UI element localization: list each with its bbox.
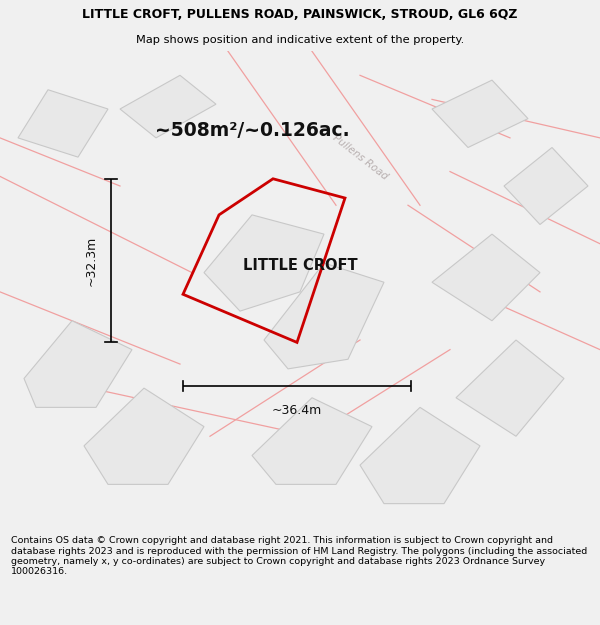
Polygon shape	[264, 263, 384, 369]
Text: ~36.4m: ~36.4m	[272, 404, 322, 417]
Polygon shape	[18, 90, 108, 157]
Text: Pullens Road: Pullens Road	[331, 132, 389, 182]
Polygon shape	[252, 398, 372, 484]
Polygon shape	[360, 408, 480, 504]
Text: ~32.3m: ~32.3m	[85, 236, 98, 286]
Text: LITTLE CROFT, PULLENS ROAD, PAINSWICK, STROUD, GL6 6QZ: LITTLE CROFT, PULLENS ROAD, PAINSWICK, S…	[82, 8, 518, 21]
Polygon shape	[456, 340, 564, 436]
Text: Map shows position and indicative extent of the property.: Map shows position and indicative extent…	[136, 35, 464, 45]
Polygon shape	[204, 215, 324, 311]
Text: LITTLE CROFT: LITTLE CROFT	[242, 258, 358, 273]
Polygon shape	[84, 388, 204, 484]
Polygon shape	[504, 148, 588, 224]
Polygon shape	[432, 234, 540, 321]
Polygon shape	[432, 80, 528, 148]
Text: Contains OS data © Crown copyright and database right 2021. This information is : Contains OS data © Crown copyright and d…	[11, 536, 587, 576]
Text: ~508m²/~0.126ac.: ~508m²/~0.126ac.	[155, 121, 349, 140]
Polygon shape	[120, 75, 216, 138]
Polygon shape	[24, 321, 132, 408]
